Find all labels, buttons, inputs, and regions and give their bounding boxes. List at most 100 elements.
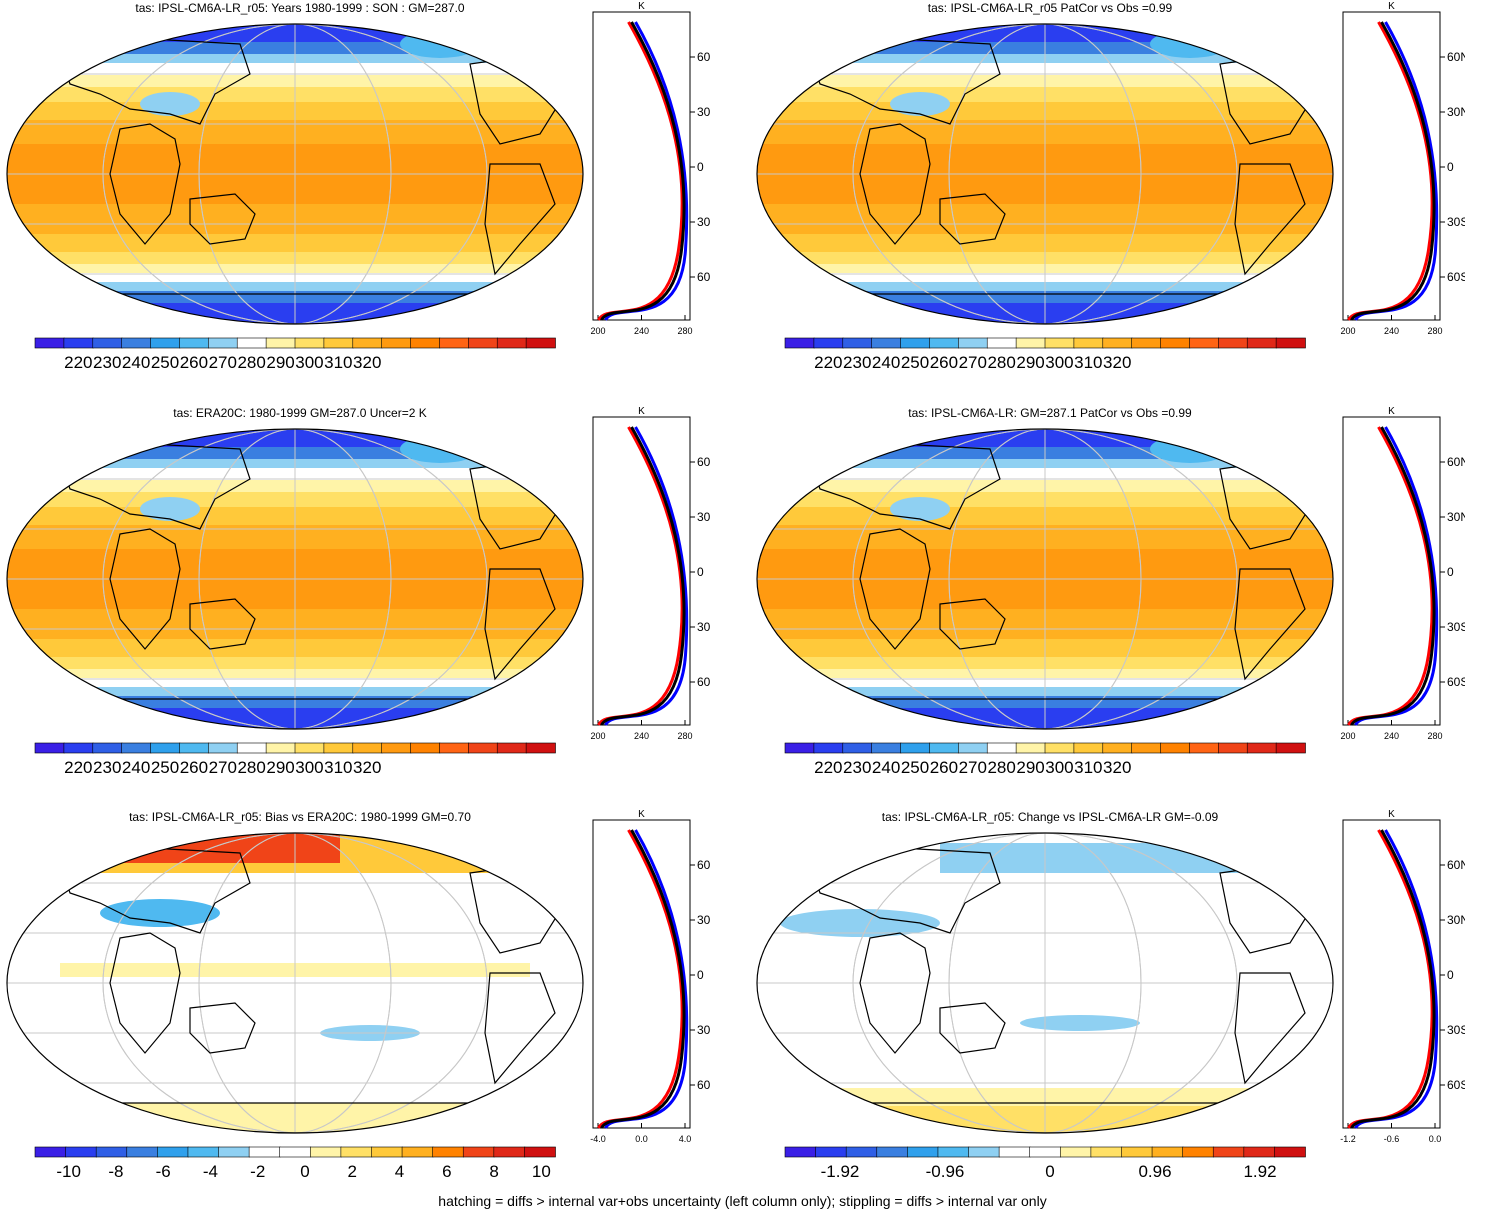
profile-lat-label: 30N: [1447, 105, 1465, 119]
colorbar-swatch: [371, 1146, 403, 1158]
panel-title: tas: IPSL-CM6A-LR: GM=287.1 PatCor vs Ob…: [908, 406, 1192, 420]
colorbar-swatch: [432, 1146, 465, 1158]
colorbar-swatch: [309, 1146, 342, 1158]
colorbar-swatch: [439, 337, 470, 349]
profile-lat-label: 30S: [697, 1023, 710, 1037]
colorbar-swatch: [496, 337, 527, 349]
zonal-mean-profile: K 60N 30N 0 30S 60S 200 240 280: [1340, 406, 1465, 741]
colorbar-swatch: [986, 337, 1017, 349]
colorbar-swatch: [871, 742, 902, 754]
zonal-mean-profile: K 60N 30N 0 30S 60S -1.2 -0.6 0.0: [1340, 809, 1465, 1144]
world-map: [6, 428, 584, 730]
colorbar-tick-label: 310: [1074, 758, 1102, 777]
profile-lat-label: 0: [1447, 565, 1454, 579]
profile-lat-label: 30N: [697, 510, 710, 524]
colorbar-tick-label: 270: [959, 353, 987, 372]
colorbar-swatch: [236, 742, 267, 754]
profile-x-tick-label: 200: [590, 731, 605, 741]
colorbar-tick-label: 230: [843, 758, 871, 777]
colorbar-swatch: [1246, 337, 1277, 349]
colorbar-swatch: [462, 1146, 495, 1158]
colorbar-swatch: [1029, 1146, 1062, 1158]
zonal-mean-profile: K 60N 30N 0 30S 60S 200 240 280: [590, 1, 710, 336]
profile-x-tick-label: 280: [1427, 326, 1442, 336]
colorbar-swatch: [401, 1146, 434, 1158]
colorbar-tick-label: -0.96: [926, 1162, 965, 1181]
profile-x-tick-label: 280: [677, 731, 692, 741]
colorbar-swatch: [845, 1146, 878, 1158]
profile-line: [600, 21, 686, 321]
colorbar-tick-label: 270: [959, 758, 987, 777]
colorbar-swatch: [813, 742, 844, 754]
colorbar-swatch: [1275, 742, 1306, 754]
profile-lat-label: 0: [697, 565, 704, 579]
panel-title: tas: ERA20C: 1980-1999 GM=287.0 Uncer=2 …: [173, 406, 427, 420]
profile-lat-label: 60S: [1447, 675, 1465, 689]
colorbar-swatch: [813, 337, 844, 349]
colorbar-swatch: [1015, 742, 1046, 754]
profile-line: [597, 21, 684, 321]
profile-lat-label: 60S: [1447, 1078, 1465, 1092]
profile-lat-label: 30S: [697, 620, 710, 634]
colorbar-tick-label: 6: [442, 1162, 451, 1181]
colorbar-tick-label: 320: [1103, 353, 1131, 372]
colorbar-tick-label: 0.96: [1138, 1162, 1171, 1181]
colorbar-swatch: [524, 1146, 556, 1158]
colorbar-swatch: [410, 337, 441, 349]
profile-lat-label: 0: [697, 160, 704, 174]
colorbar-tick-label: 240: [872, 758, 900, 777]
colorbar-swatch: [937, 1146, 970, 1158]
colorbar-tick-label: 1.92: [1243, 1162, 1276, 1181]
profile-unit-label: K: [1388, 406, 1395, 417]
profile-x-tick-label: -1.2: [1340, 1134, 1356, 1144]
colorbar-swatch: [784, 742, 815, 754]
colorbar-tick-label: 290: [1016, 353, 1044, 372]
colorbar-swatch: [525, 337, 556, 349]
profile-x-tick-label: -0.6: [1384, 1134, 1400, 1144]
colorbar-tick-label: 250: [901, 353, 929, 372]
profile-lat-label: 30S: [1447, 1023, 1465, 1037]
colorbar-swatch: [1218, 337, 1249, 349]
colorbar-swatch: [900, 337, 931, 349]
colorbar-swatch: [815, 1146, 847, 1158]
colorbar: 220 230 240 250 260 270 280 290 300 310 320: [34, 337, 556, 372]
colorbar-swatch: [1275, 337, 1306, 349]
profile-line: [600, 426, 686, 726]
colorbar-swatch: [998, 1146, 1031, 1158]
colorbar-tick-label: 320: [353, 353, 381, 372]
colorbar-swatch: [352, 337, 383, 349]
colorbar-swatch: [179, 742, 210, 754]
profile-lat-label: 0: [1447, 968, 1454, 982]
colorbar-tick-label: 280: [987, 353, 1015, 372]
world-map: [6, 23, 584, 325]
colorbar-swatch: [1189, 742, 1220, 754]
colorbar-swatch: [179, 337, 210, 349]
colorbar-swatch: [958, 337, 989, 349]
colorbar-swatch: [381, 742, 412, 754]
zonal-mean-profile: K 60N 30N 0 30S 60S 200 240 280: [1340, 1, 1465, 336]
profile-lat-label: 30S: [1447, 215, 1465, 229]
colorbar-swatch: [410, 742, 441, 754]
colorbar-swatch: [900, 742, 931, 754]
colorbar-tick-label: 280: [237, 353, 265, 372]
colorbar-swatch: [1182, 1146, 1215, 1158]
colorbar-swatch: [352, 742, 383, 754]
profile-line: [1347, 21, 1434, 321]
colorbar-swatch: [1151, 1146, 1184, 1158]
colorbar-tick-label: 300: [295, 758, 323, 777]
colorbar: -1.92 -0.96 0 0.96 1.92: [784, 1146, 1306, 1181]
colorbar-tick-label: 300: [1045, 353, 1073, 372]
profile-x-tick-label: 0.0: [1429, 1134, 1442, 1144]
colorbar-swatch: [1015, 337, 1046, 349]
colorbar-swatch: [1212, 1146, 1245, 1158]
panel-title: tas: IPSL-CM6A-LR_r05 PatCor vs Obs =0.9…: [927, 1, 1173, 15]
colorbar-swatch: [95, 1146, 128, 1158]
colorbar-tick-label: 260: [930, 758, 958, 777]
profile-x-tick-label: 240: [1384, 326, 1399, 336]
colorbar-tick-label: -4: [203, 1162, 218, 1181]
colorbar-tick-label: 240: [872, 353, 900, 372]
world-map: [756, 23, 1334, 325]
profile-lat-label: 60S: [697, 1078, 710, 1092]
panel-title: tas: IPSL-CM6A-LR_r05: Bias vs ERA20C: 1…: [129, 810, 471, 824]
colorbar-swatch: [468, 337, 499, 349]
